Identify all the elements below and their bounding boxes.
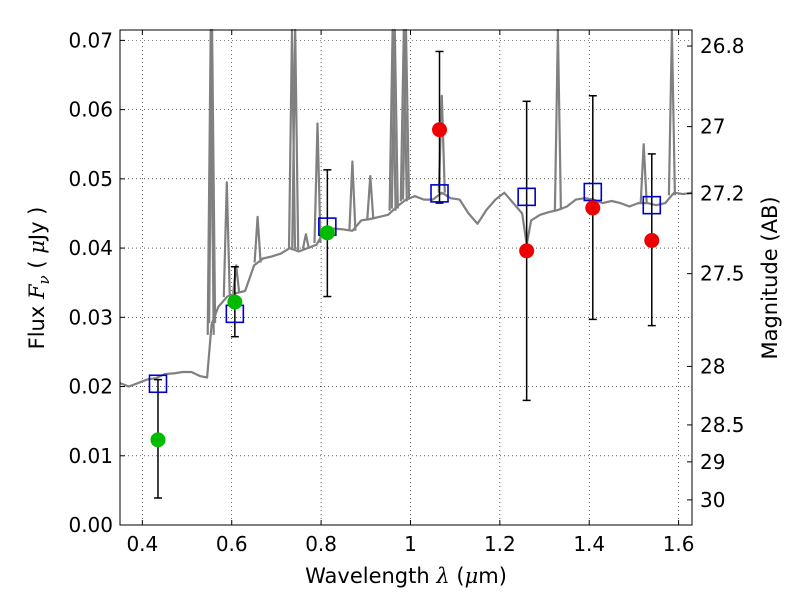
spectrum-emission-line <box>313 122 322 244</box>
x-tick-label: 1.2 <box>484 532 516 556</box>
y2-tick-label: 28.5 <box>700 413 745 437</box>
spectrum-emission-line <box>301 233 310 250</box>
plot-frame <box>119 29 693 526</box>
y2-tick-label: 27.5 <box>700 262 745 286</box>
y-tick-label: 0.04 <box>68 236 113 260</box>
y2-tick-label: 27.2 <box>700 182 745 206</box>
axis-ticks: 0.4 0.6 0.8 1 1.2 1.4 1.6 0.00 0.01 0.02 0.03 0.04 0… <box>68 28 744 556</box>
y-tick-label: 0.03 <box>68 305 113 329</box>
measurement-red-marker <box>432 122 448 138</box>
right-axis-label: Magnitude (AB) <box>758 196 782 359</box>
model-square-marker <box>517 187 536 207</box>
y-axis-label: Flux Fν ( μJy ) <box>25 207 53 350</box>
y2-tick-label: 27 <box>700 115 725 139</box>
detection-green-marker <box>150 432 166 448</box>
y-tick-label: 0.05 <box>68 167 113 191</box>
measurement-red-marker <box>644 232 660 248</box>
model-square-marker <box>642 195 662 215</box>
x-axis-label: Wavelength λ (μm) <box>305 564 507 588</box>
y2-tick-label: 26.8 <box>700 34 745 58</box>
spectrum-emission-line <box>639 143 648 204</box>
measurement-red-marker <box>585 200 601 216</box>
model-spectrum <box>119 28 693 388</box>
y-tick-label: 0.01 <box>68 444 113 468</box>
y2-tick-label: 29 <box>700 450 725 474</box>
model-square-marker <box>148 374 168 394</box>
y-tick-label: 0.06 <box>68 98 113 122</box>
x-tick-label: 1 <box>404 532 417 556</box>
spectrum-emission-line <box>253 215 262 263</box>
data-markers <box>148 122 662 448</box>
spectrum-emission-line <box>348 160 357 231</box>
y2-tick-label: 28 <box>700 354 725 378</box>
x-tick-label: 0.6 <box>216 532 248 556</box>
measurement-red-marker <box>519 243 535 259</box>
spectrum-emission-line <box>222 181 231 298</box>
model-square-marker <box>430 184 449 203</box>
detection-green-marker <box>227 294 243 310</box>
x-tick-label: 0.4 <box>126 532 158 556</box>
x-tick-label: 0.8 <box>305 532 337 556</box>
y-tick-label: 0.07 <box>68 28 113 52</box>
x-tick-label: 1.6 <box>663 532 695 556</box>
y2-tick-label: 30 <box>700 488 725 512</box>
x-tick-label: 1.4 <box>573 532 605 556</box>
detection-green-marker <box>319 225 335 241</box>
spectrum-emission-line <box>366 175 375 220</box>
y-tick-label: 0.02 <box>68 375 113 399</box>
y-tick-label: 0.00 <box>68 513 113 537</box>
